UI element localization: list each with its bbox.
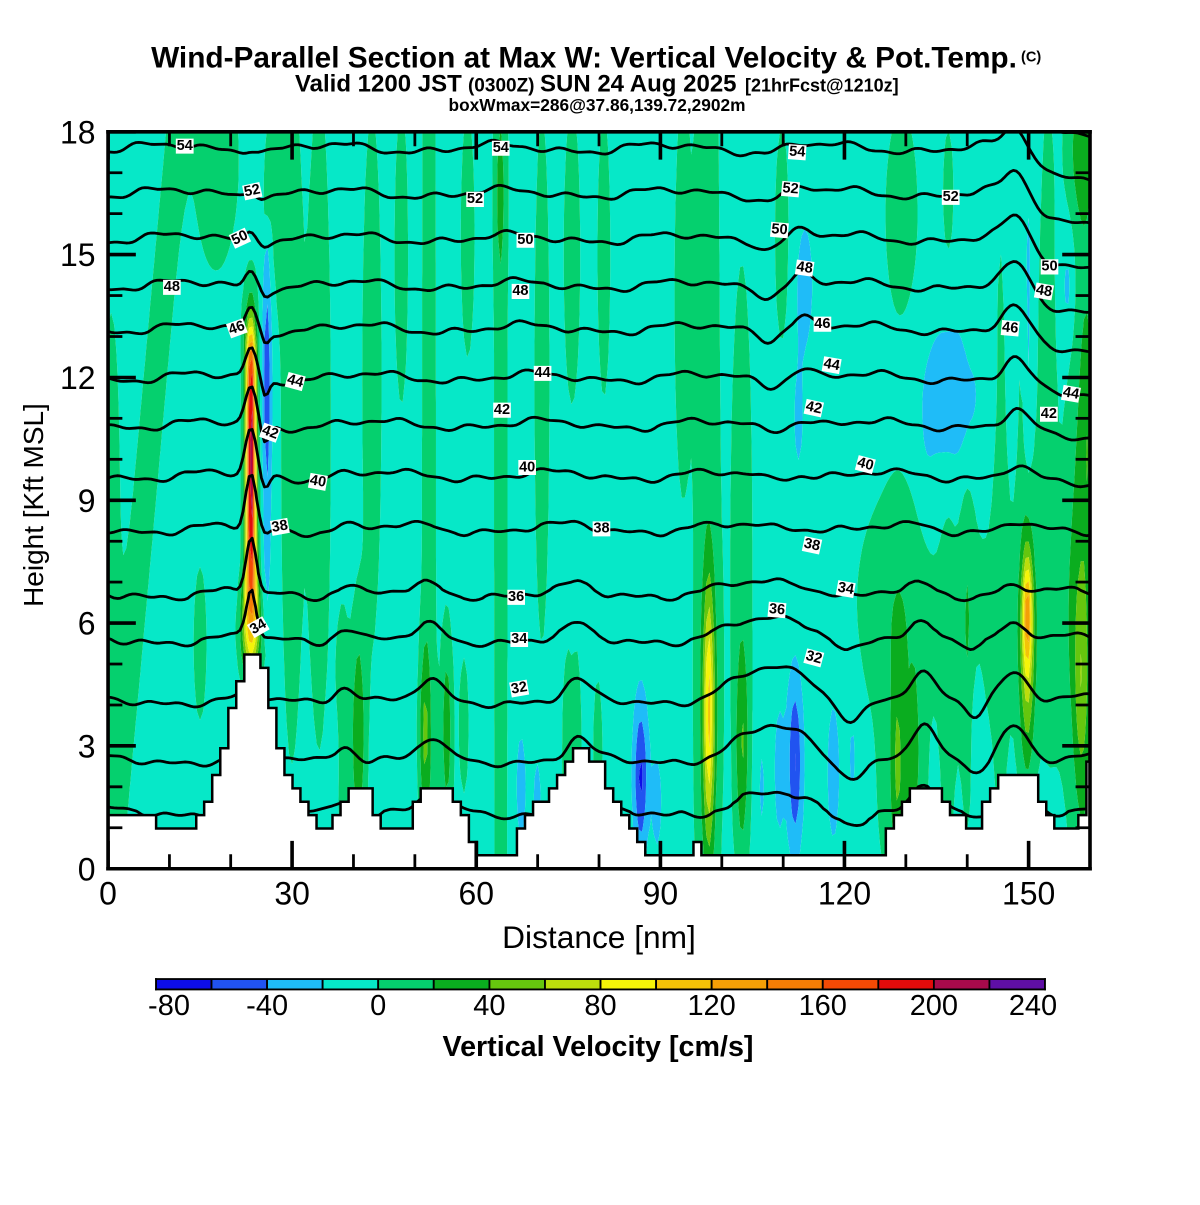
svg-text:52: 52: [467, 191, 483, 207]
svg-text:48: 48: [1035, 282, 1054, 301]
svg-text:50: 50: [1041, 259, 1057, 275]
svg-text:46: 46: [1001, 319, 1019, 336]
svg-text:50: 50: [771, 221, 789, 238]
svg-text:-80: -80: [148, 990, 190, 1022]
svg-text:46: 46: [814, 316, 830, 332]
svg-text:18: 18: [60, 114, 96, 150]
svg-text:240: 240: [1009, 990, 1057, 1022]
svg-text:80: 80: [584, 990, 616, 1022]
svg-text:40: 40: [309, 472, 328, 491]
svg-text:52: 52: [782, 180, 800, 197]
svg-text:30: 30: [274, 875, 310, 911]
svg-text:38: 38: [270, 517, 289, 536]
svg-text:160: 160: [799, 990, 847, 1022]
svg-text:[21hrFcst@1210z]: [21hrFcst@1210z]: [745, 75, 899, 95]
svg-text:50: 50: [229, 227, 250, 248]
svg-text:-40: -40: [246, 990, 288, 1022]
svg-text:36: 36: [508, 589, 524, 605]
svg-text:120: 120: [818, 875, 871, 911]
svg-text:48: 48: [512, 283, 528, 299]
svg-text:150: 150: [1002, 875, 1055, 911]
svg-text:38: 38: [593, 521, 609, 537]
svg-text:42: 42: [804, 398, 823, 417]
svg-text:54: 54: [177, 138, 194, 154]
svg-text:15: 15: [60, 237, 96, 273]
svg-text:48: 48: [164, 279, 180, 295]
svg-text:44: 44: [822, 356, 842, 375]
svg-text:40: 40: [519, 459, 535, 475]
svg-text:42: 42: [1041, 406, 1057, 422]
svg-text:52: 52: [243, 181, 262, 200]
svg-text:0: 0: [99, 875, 117, 911]
svg-text:9: 9: [78, 483, 96, 519]
svg-text:40: 40: [856, 455, 876, 475]
svg-text:34: 34: [836, 580, 856, 599]
svg-text:Vertical Velocity [cm/s]: Vertical Velocity [cm/s]: [443, 1031, 754, 1063]
svg-text:50: 50: [517, 232, 533, 248]
svg-text:44: 44: [285, 371, 306, 391]
svg-text:32: 32: [510, 679, 529, 698]
svg-text:3: 3: [78, 728, 96, 764]
svg-text:42: 42: [260, 422, 281, 443]
svg-text:42: 42: [494, 402, 510, 418]
svg-text:54: 54: [789, 143, 807, 160]
svg-text:52: 52: [943, 189, 959, 205]
svg-text:Distance [nm]: Distance [nm]: [502, 919, 696, 955]
svg-text:boxWmax=286@37.86,139.72,2902m: boxWmax=286@37.86,139.72,2902m: [449, 95, 746, 115]
svg-text:Height [Kft MSL]: Height [Kft MSL]: [18, 403, 49, 607]
svg-text:6: 6: [78, 606, 96, 642]
svg-text:38: 38: [802, 536, 821, 555]
svg-text:90: 90: [643, 875, 679, 911]
svg-text:46: 46: [226, 318, 247, 339]
svg-text:Valid 1200 JST: Valid 1200 JST: [295, 71, 462, 98]
svg-text:0: 0: [78, 851, 96, 887]
svg-text:200: 200: [910, 990, 958, 1022]
svg-text:40: 40: [473, 990, 505, 1022]
svg-text:Wind-Parallel Section at Max W: Wind-Parallel Section at Max W: Vertical…: [151, 41, 1017, 74]
svg-text:(C): (C): [1021, 50, 1041, 66]
svg-text:48: 48: [795, 259, 813, 277]
svg-text:SUN 24 Aug 2025: SUN 24 Aug 2025: [540, 71, 737, 98]
svg-text:34: 34: [511, 631, 528, 647]
svg-text:44: 44: [534, 365, 551, 381]
svg-text:44: 44: [1062, 384, 1082, 403]
svg-text:54: 54: [493, 140, 510, 156]
svg-text:12: 12: [60, 360, 96, 396]
svg-text:(0300Z): (0300Z): [468, 75, 535, 96]
svg-text:0: 0: [370, 990, 386, 1022]
svg-text:36: 36: [768, 601, 786, 618]
svg-text:32: 32: [804, 648, 824, 668]
svg-text:120: 120: [687, 990, 735, 1022]
svg-text:60: 60: [458, 875, 494, 911]
